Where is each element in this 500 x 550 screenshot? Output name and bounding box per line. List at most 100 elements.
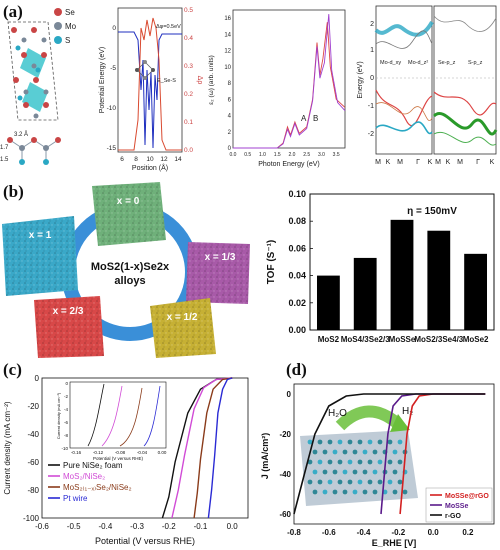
tof-bar [390,219,414,330]
band-ytick: 2 [370,21,374,28]
lattice-atom [332,489,338,495]
pot-xtick: 12 [160,156,168,163]
tile-label: x = 1/3 [205,252,236,263]
tile-x13: x = 1/3 [186,242,250,304]
lattice-atom [392,449,398,455]
lattice-atom [352,489,358,495]
d-xtick: 0.0 [428,528,440,537]
panel-label-a: (a) [3,2,23,21]
lattice-atom [367,479,373,485]
band-ytick: 0 [370,75,374,82]
lattice-atom [312,469,318,475]
inset-ytick: -6 [64,420,68,425]
abs-ytick: 14 [224,32,231,38]
absorption-curve-purple [233,14,346,149]
lattice-atom [332,449,338,455]
lattice-atom [392,469,398,475]
d-ytick: -60 [279,510,291,519]
inset-xtick: -0.16 [71,450,82,455]
abs-xtick: 3.0 [318,152,325,158]
bond-length: 3.2 Å [14,131,28,138]
band-ytick: 1 [370,47,374,54]
legend-se: Se [65,8,75,17]
band-xtick: M [375,159,381,166]
lattice-atom [347,479,353,485]
d-legend-item: MoSSe [445,503,468,510]
tof-ylabel: TOF (S⁻¹) [266,240,277,285]
c-series-line [171,377,233,519]
abs-ytick: 12 [224,49,231,55]
tof-xtick: MoSSe [389,335,416,344]
d-legend-item: MoSSe@rGO [445,493,489,500]
lattice-atom [337,459,343,465]
inset-xtick: -0.08 [115,450,126,455]
tile-label: x = 2/3 [53,306,84,317]
lattice-atom [397,479,403,485]
lattice-atom [372,469,378,475]
lattice-atom [387,459,393,465]
ese-annotation: E_Se-S [157,78,176,84]
abs-xtick: 1.5 [274,152,281,158]
pot-ytick: -10 [107,105,117,112]
tof-xtick: MoS2/3Se4/3 [414,335,463,344]
band-label: Mo-d_z² [408,60,428,66]
lattice-atom [337,439,343,445]
legend-s: S [65,36,70,45]
tof-ytick: 0.04 [288,271,306,281]
inset-ytick: -4 [64,407,68,412]
lattice-atom [347,439,353,445]
lattice-atom [352,449,358,455]
lattice-atom [312,489,318,495]
band-ylabel: Energy (eV) [357,61,364,98]
tof-ytick: 0.06 [288,243,306,253]
d-xtick: -0.2 [391,528,405,537]
pot-xtick: 14 [174,156,182,163]
pot-ytick-right: 0.5 [184,7,193,14]
d-legend-item: r-GO [445,513,462,520]
pot-ytick: 0 [112,25,116,32]
tof-bar [353,257,377,330]
abs-xtick: 3.5 [333,152,340,158]
c-ylabel: Current density (mA cm⁻²) [3,401,12,494]
pot-xtick: 8 [134,156,138,163]
c-legend: Pure NiSe₂ foam MoS₂/NiSe₂ MoS₂₍₁₋ₓ₎Se₂/Ni… [48,461,132,503]
lattice-atom [347,459,353,465]
peak-b-label: B [313,114,318,123]
inset-ytick: 0 [65,381,68,386]
tile-x23: x = 2/3 [34,296,104,358]
tile-x12: x = 1/2 [150,298,216,358]
mosse-rgo-illustration: H₂O H₂ [300,405,418,506]
inset-xtick: -0.04 [137,450,148,455]
tof-ytick: 0.00 [288,325,306,335]
lattice-atom [312,449,318,455]
c-series-line [207,377,233,519]
d-legend: MoSSe@rGO MoSSe r-GO [425,487,493,523]
c-legend-item: MoS₂₍₁₋ₓ₎Se₂/NiSe₂ [63,483,132,492]
lattice-atom [402,489,408,495]
pot-xtick: 10 [146,156,154,163]
tof-annotation: η = 150mV [407,206,457,217]
lattice-atom [327,439,333,445]
lattice-atom [397,459,403,465]
abs-ytick: 4 [228,114,232,120]
c-ytick: -100 [23,514,40,523]
abs-xtick: 0.5 [244,152,251,158]
c-legend-item: MoS₂/NiSe₂ [63,472,105,481]
lattice-atom [307,439,313,445]
lattice-atom [387,439,393,445]
legend-mo: Mo [65,22,77,31]
abs-ytick: 8 [228,81,232,87]
d-xlabel: E_RHE [V] [372,538,417,548]
lattice-atom [342,469,348,475]
inset-ytick: -10 [61,446,68,451]
band-xtick: K [386,159,391,166]
layer-distance-2: 1.5 [0,157,9,163]
tof-ytick: 0.10 [288,189,306,199]
tile-x0: x = 0 [92,182,166,246]
inset-xtick: -0.12 [93,450,104,455]
absorption-plot: 0 2 4 6 8 10 12 14 16 0.0 0.5 1.0 1.5 2.0 2.5 3.0 3.5 A… [208,9,346,168]
tof-bar [464,253,488,330]
d-xtick: -0.4 [357,528,371,537]
inset-xtick: 0.00 [158,450,167,455]
lattice-atom [362,449,368,455]
